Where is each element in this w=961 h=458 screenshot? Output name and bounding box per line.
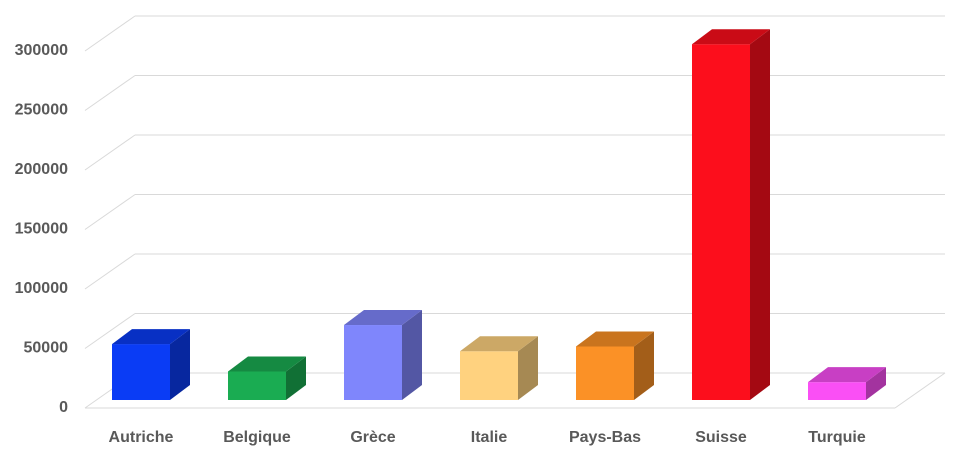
bar-top [112, 329, 190, 345]
x-tick-label: Belgique [223, 429, 291, 446]
bar [228, 371, 286, 400]
y-tick-label: 250000 [15, 102, 68, 119]
y-tick-label: 150000 [15, 221, 68, 238]
bar-top [692, 29, 770, 45]
grid-line [84, 194, 136, 230]
bar-side [866, 367, 886, 400]
bar-top [576, 331, 654, 347]
y-tick-label: 50000 [24, 340, 69, 357]
y-tick-label: 0 [59, 399, 68, 416]
bar-side [634, 331, 654, 400]
y-tick-label: 300000 [15, 42, 68, 59]
grid-line [84, 75, 136, 111]
x-tick-label: Turquie [808, 429, 866, 446]
x-tick-label: Autriche [109, 429, 174, 446]
bar [460, 351, 518, 400]
grid-line [84, 134, 136, 171]
grid-line [84, 253, 136, 290]
bar-side [286, 356, 306, 400]
grid-line [84, 313, 136, 349]
bar-side [402, 310, 422, 400]
bar-side [170, 329, 190, 400]
bar [112, 344, 170, 400]
bar-side [518, 336, 538, 400]
bar-top [808, 367, 886, 383]
bar-side [750, 29, 770, 400]
bar-top [228, 356, 306, 372]
grid-line [84, 15, 136, 52]
bar-top [460, 336, 538, 352]
x-tick-label: Suisse [695, 429, 747, 446]
bar [576, 346, 634, 400]
y-tick-label: 200000 [15, 161, 68, 178]
x-tick-label: Italie [471, 429, 508, 446]
bar [692, 44, 750, 400]
x-tick-label: Pays-Bas [569, 429, 641, 446]
bar [344, 325, 402, 400]
floor-edge [894, 372, 946, 409]
bar [808, 382, 866, 400]
y-tick-label: 100000 [15, 280, 68, 297]
x-tick-label: Grèce [350, 429, 395, 446]
bar-top [344, 310, 422, 326]
